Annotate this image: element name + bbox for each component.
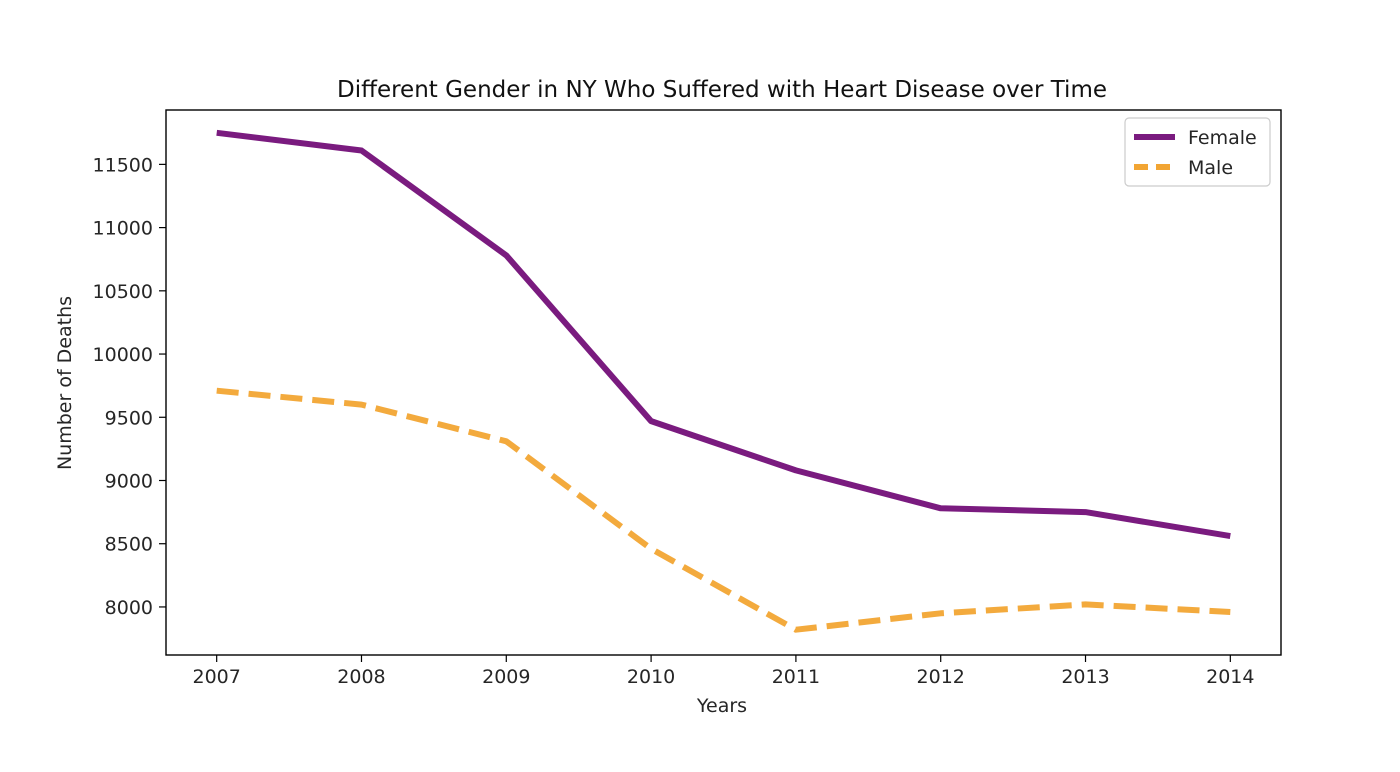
x-tick-label: 2014 — [1206, 666, 1254, 688]
x-axis-label: Years — [696, 695, 747, 717]
chart-title: Different Gender in NY Who Suffered with… — [337, 77, 1107, 103]
plot-area — [216, 129, 1231, 633]
y-tick-label: 11000 — [93, 218, 153, 240]
series-line-male — [216, 387, 1231, 633]
y-tick-label: 8500 — [105, 534, 153, 556]
y-axis-label: Number of Deaths — [54, 296, 76, 470]
x-tick-label: 2013 — [1061, 666, 1109, 688]
y-tick-label: 9500 — [105, 407, 153, 429]
y-axis: 8000 8500 9000 9500 10000 10500 11000 11500 — [93, 154, 166, 619]
x-tick-label: 2010 — [627, 666, 675, 688]
x-axis: 2007 2008 2009 2010 2011 2012 2013 2014 — [193, 655, 1254, 688]
y-tick-label: 11500 — [93, 154, 153, 176]
x-tick-label: 2009 — [482, 666, 530, 688]
x-tick-label: 2011 — [772, 666, 820, 688]
series-line-female — [216, 129, 1231, 540]
x-tick-label: 2012 — [917, 666, 965, 688]
legend-label: Female — [1188, 127, 1257, 149]
y-tick-label: 9000 — [105, 470, 153, 492]
plot-frame — [165, 109, 1282, 656]
x-tick-label: 2007 — [193, 666, 241, 688]
x-tick-label: 2008 — [337, 666, 385, 688]
y-tick-label: 10500 — [93, 281, 153, 303]
y-tick-label: 10000 — [93, 344, 153, 366]
legend: Female Male — [1124, 117, 1271, 187]
y-tick-label: 8000 — [105, 597, 153, 619]
legend-label: Male — [1188, 157, 1233, 179]
